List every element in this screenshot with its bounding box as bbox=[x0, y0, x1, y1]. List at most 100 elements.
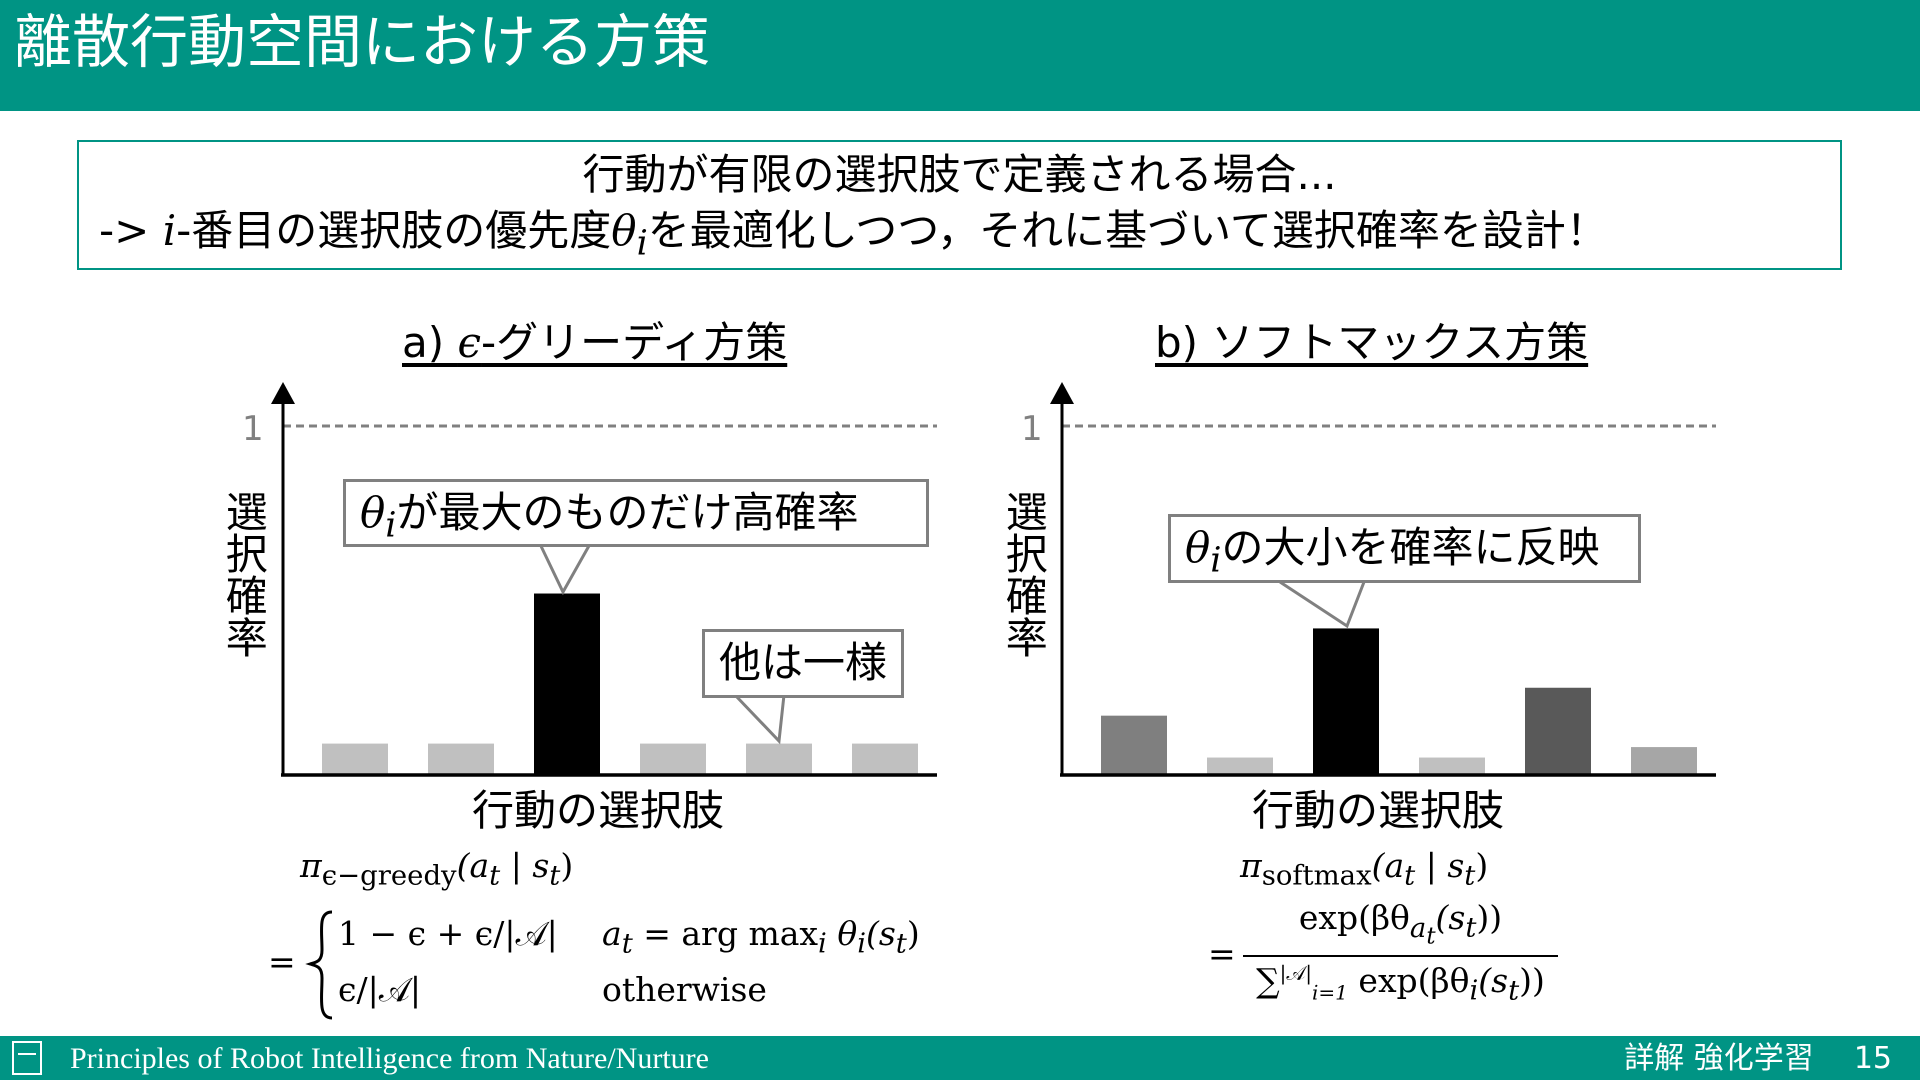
formula-b-close: ) bbox=[1475, 846, 1489, 885]
formula-a-case1-theta-sub: i bbox=[857, 927, 866, 960]
formula-a-args-sub: t bbox=[489, 859, 501, 892]
panel-a-title-epsilon: ϵ bbox=[457, 318, 482, 367]
callout-a-text: が最大のものだけ高確率 bbox=[396, 488, 859, 537]
callout-b-main: θiの大小を確率に反映 bbox=[1168, 514, 1641, 583]
formula-a-case1-a: a bbox=[602, 914, 622, 953]
formula-b-pi-sub: softmax bbox=[1261, 859, 1372, 892]
formula-b-args: (a bbox=[1371, 846, 1405, 885]
chart-epsilon-greedy bbox=[271, 382, 937, 777]
panel-a-y-tick-one: 1 bbox=[242, 409, 264, 449]
footer-book-title: 詳解 強化学習 bbox=[1624, 1041, 1814, 1076]
panel-b-title: b) ソフトマックス方策 bbox=[1155, 318, 1589, 367]
formula-b-den-theta-sub: i bbox=[1469, 974, 1479, 1007]
formula-b-num-sub-t: t bbox=[1426, 923, 1436, 950]
formula-b-numerator: exp(βθat(st)) bbox=[1243, 898, 1558, 951]
panel-a-title-prefix: a) bbox=[402, 318, 458, 367]
chart-b-y-axis-arrow-icon bbox=[1050, 382, 1074, 404]
formula-b-num-sub: at bbox=[1409, 911, 1436, 950]
formula-a-args-rest-sub: t bbox=[549, 859, 561, 892]
chart-b-bar-4 bbox=[1419, 757, 1485, 775]
callout-a-theta-sub: i bbox=[385, 505, 397, 546]
formula-b-fraction: exp(βθat(st)) ∑|𝒜|i=1 exp(βθi(st)) bbox=[1243, 898, 1558, 1007]
formula-a-case2-condition: otherwise bbox=[602, 970, 767, 1009]
panel-b-y-axis-label: 選択確率 bbox=[999, 490, 1049, 658]
formula-b-num-s-sub: t bbox=[1465, 911, 1477, 944]
formula-a-equals: = bbox=[268, 942, 296, 981]
panel-a-y-axis-label: 選択確率 bbox=[219, 490, 269, 658]
panel-b-x-axis-label: 行動の選択肢 bbox=[1252, 786, 1505, 835]
chart-a-bar-3 bbox=[534, 593, 600, 775]
summary-line-2: -> i-番目の選択肢の優先度θiを最適化しつつ，それに基づいて選択確率を設計！ bbox=[99, 206, 1608, 264]
panel-b-y-tick-one: 1 bbox=[1021, 409, 1043, 449]
formula-a-case1-close: ) bbox=[906, 914, 920, 953]
chart-a-bar-6 bbox=[852, 743, 918, 775]
panel-a-title-suffix: -グリーディ方策 bbox=[481, 318, 788, 367]
callout-a-theta: θ bbox=[360, 488, 386, 537]
summary-theta-sub: i bbox=[636, 223, 648, 264]
summary-suffix: を最適化しつつ，それに基づいて選択確率を設計！ bbox=[647, 206, 1608, 255]
formula-b-pi: π bbox=[1240, 846, 1262, 885]
formula-b-denominator: ∑|𝒜|i=1 exp(βθi(st)) bbox=[1243, 961, 1558, 1008]
formula-a-case2-value: ϵ/|𝒜| bbox=[338, 970, 422, 1009]
formula-b-den-exp: exp(βθ bbox=[1347, 960, 1470, 1000]
summary-line-1: 行動が有限の選択肢で定義される場合... bbox=[582, 150, 1337, 199]
formula-a-args-rest: | s bbox=[500, 846, 550, 885]
callout-b-theta-sub: i bbox=[1210, 540, 1222, 581]
formula-b-sum: ∑ bbox=[1256, 960, 1280, 1000]
callout-a-main-pointer bbox=[538, 543, 592, 596]
callout-a-other: 他は一様 bbox=[702, 629, 904, 698]
chart-softmax bbox=[1050, 382, 1716, 777]
formula-b-num-sub-a: a bbox=[1409, 911, 1427, 944]
footer-bar: Principles of Robot Intelligence from Na… bbox=[0, 1036, 1920, 1080]
formula-a-close: ) bbox=[560, 846, 574, 885]
chart-a-bar-1 bbox=[322, 743, 388, 775]
formula-b-num-s: (s bbox=[1435, 898, 1466, 937]
formula-a-case1-argmax-sub: i bbox=[818, 927, 827, 960]
callout-b-text: の大小を確率に反映 bbox=[1221, 523, 1600, 572]
formula-a-case1-s-sub: t bbox=[895, 927, 907, 960]
chart-b-bar-6 bbox=[1631, 747, 1697, 775]
formula-a-pi-sub: ϵ−greedy bbox=[321, 859, 457, 892]
summary-arrow: -> bbox=[99, 206, 163, 255]
formula-b-num-close: )) bbox=[1476, 898, 1503, 937]
page-number: 15 bbox=[1853, 1041, 1892, 1076]
formula-a-case1-value-text: 1 − ϵ + ϵ/|𝒜| bbox=[338, 914, 558, 953]
summary-index: i bbox=[162, 206, 177, 255]
formula-a-case1-argmax: = arg max bbox=[632, 914, 819, 953]
formula-b-sum-sub: i=1 bbox=[1312, 980, 1348, 1005]
formula-a-lhs: πϵ−greedy(at | st) bbox=[300, 846, 573, 893]
formula-b-den-close: )) bbox=[1519, 960, 1545, 1000]
formula-a-case1-a-sub: t bbox=[621, 927, 633, 960]
chart-a-bar-2 bbox=[428, 743, 494, 775]
formula-b-sum-sup: |𝒜| bbox=[1279, 960, 1313, 985]
panel-a-x-axis-label: 行動の選択肢 bbox=[472, 786, 725, 835]
formula-a-args: (a bbox=[456, 846, 490, 885]
footer-series-name: Principles of Robot Intelligence from Na… bbox=[70, 1042, 709, 1075]
formula-a-case1-value: 1 − ϵ + ϵ/|𝒜| bbox=[338, 914, 558, 954]
chart-b-bar-5 bbox=[1525, 687, 1591, 775]
chart-a-bar-4 bbox=[640, 743, 706, 775]
slide-title: 離散行動空間における方策 bbox=[14, 8, 711, 76]
header-bar: 離散行動空間における方策 bbox=[0, 0, 1920, 111]
chart-a-bar-5 bbox=[746, 743, 812, 775]
callout-b-theta: θ bbox=[1185, 523, 1211, 572]
summary-theta: θ bbox=[611, 206, 637, 255]
summary-box: 行動が有限の選択肢で定義される場合... -> i-番目の選択肢の優先度θiを最… bbox=[77, 140, 1842, 270]
formula-a-case1-theta: θ bbox=[826, 914, 858, 953]
formula-a-case1-condition: at = arg maxi θi(st) bbox=[602, 914, 920, 961]
callout-a-main: θiが最大のものだけ高確率 bbox=[343, 479, 929, 547]
lab-logo-icon bbox=[12, 1041, 42, 1075]
callout-a-other-pointer bbox=[733, 693, 786, 745]
formula-b-args-rest: | s bbox=[1415, 846, 1465, 885]
formula-b-args-rest-sub: t bbox=[1464, 859, 1476, 892]
footer-right: 詳解 強化学習 15 bbox=[1584, 1041, 1892, 1077]
callout-b-main-pointer bbox=[1279, 580, 1366, 629]
panel-a-title: a) ϵ-グリーディ方策 bbox=[402, 318, 787, 368]
formula-b-num-exp: exp(βθ bbox=[1298, 898, 1410, 937]
chart-a-y-axis-arrow-icon bbox=[271, 382, 295, 404]
chart-b-bar-3 bbox=[1313, 628, 1379, 775]
formula-b-equals: = bbox=[1208, 934, 1236, 973]
formula-a-case1-s: (s bbox=[865, 914, 896, 953]
summary-mid: -番目の選択肢の優先度 bbox=[176, 206, 612, 255]
